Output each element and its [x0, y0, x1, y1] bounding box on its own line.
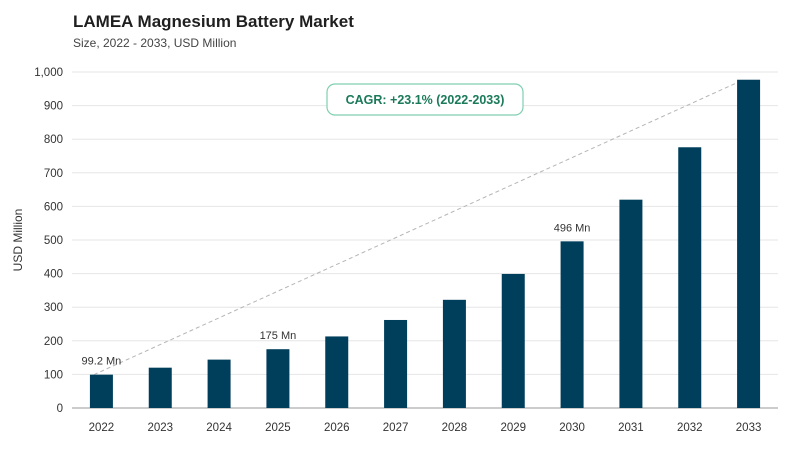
x-tick-label: 2030 [559, 422, 585, 434]
x-tick-label: 2025 [265, 422, 291, 434]
y-tick-label: 300 [44, 302, 63, 314]
bar [678, 147, 702, 408]
data-label: 175 Mn [260, 330, 297, 342]
bar [207, 359, 231, 408]
x-tick-label: 2023 [147, 422, 173, 434]
y-tick-label: 0 [57, 403, 63, 415]
chart-title: LAMEA Magnesium Battery Market [73, 12, 354, 31]
bar [442, 299, 466, 408]
y-tick-label: 800 [44, 134, 63, 146]
x-tick-label: 2029 [500, 422, 526, 434]
x-tick-label: 2028 [442, 422, 468, 434]
x-tick-label: 2027 [383, 422, 409, 434]
x-tick-label: 2026 [324, 422, 350, 434]
cagr-label: CAGR: +23.1% (2022-2033) [346, 93, 505, 107]
x-tick-label: 2031 [618, 422, 644, 434]
cagr-trend-line [93, 79, 744, 376]
y-tick-label: 400 [44, 269, 63, 281]
y-axis-label: USD Million [11, 209, 25, 272]
bars [89, 79, 761, 408]
y-tick-label: 500 [44, 235, 63, 247]
bar [384, 319, 408, 408]
x-axis-ticks: 2022 2023 2024 2025 2026 2027 2028 2029 2030 2031… [89, 422, 762, 434]
x-tick-label: 2022 [89, 422, 115, 434]
bar [266, 349, 290, 408]
bar [737, 79, 761, 408]
cagr-box [326, 83, 524, 116]
bar [148, 367, 172, 408]
y-tick-label: 700 [44, 168, 63, 180]
bar [501, 273, 525, 408]
bar [89, 374, 113, 408]
bar [325, 336, 349, 408]
chart-subtitle: Size, 2022 - 2033, USD Million [73, 36, 237, 50]
y-tick-label: 600 [44, 201, 63, 213]
data-labels: 99.2 Mn 175 Mn 496 Mn [82, 222, 591, 367]
y-tick-label: 1,000 [34, 67, 63, 79]
x-tick-label: 2033 [736, 422, 762, 434]
y-tick-label: 100 [44, 369, 63, 381]
bar [560, 241, 584, 408]
y-tick-label: 200 [44, 336, 63, 348]
y-tick-label: 900 [44, 101, 63, 113]
y-axis-ticks: 0 100 200 300 400 500 600 700 800 900 1,000 [34, 67, 63, 415]
cagr-annotation: CAGR: +23.1% (2022-2033) [326, 83, 524, 116]
x-tick-label: 2024 [206, 422, 232, 434]
bar [619, 199, 643, 408]
data-label: 99.2 Mn [82, 356, 122, 368]
x-tick-label: 2032 [677, 422, 703, 434]
gridlines [72, 71, 778, 409]
data-label: 496 Mn [554, 222, 591, 234]
